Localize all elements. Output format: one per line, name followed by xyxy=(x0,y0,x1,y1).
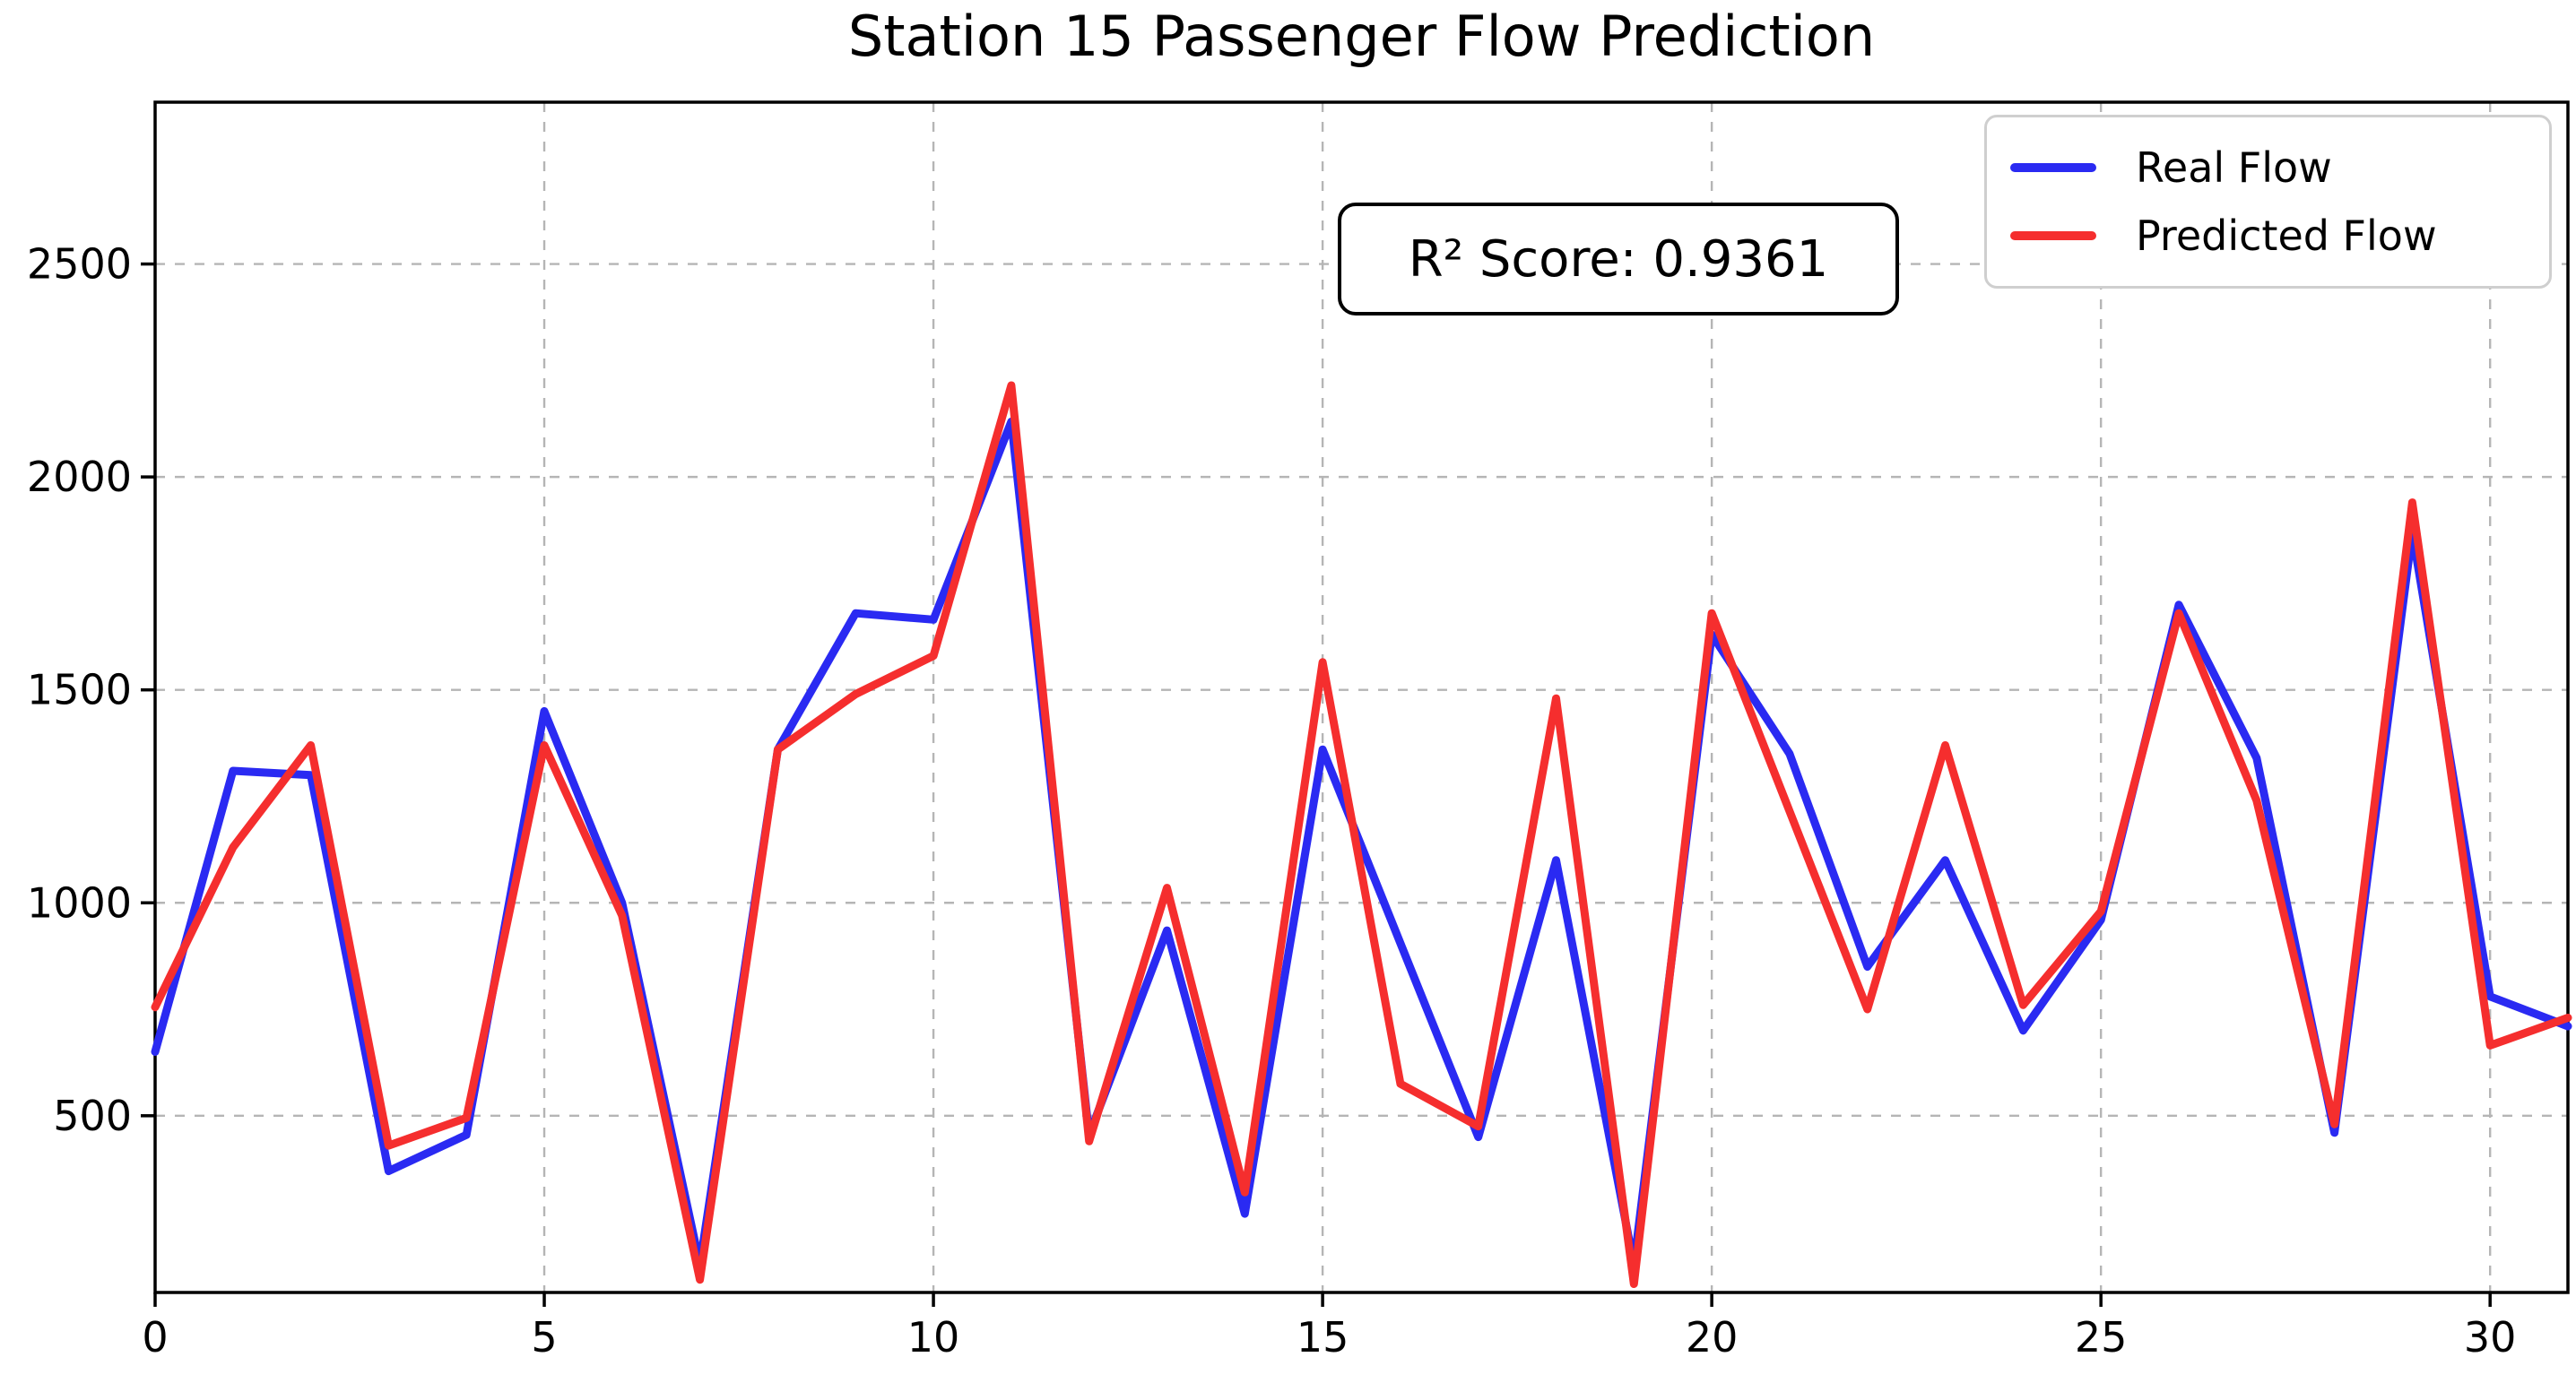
legend-entry-predicted-flow: Predicted Flow xyxy=(2010,212,2526,260)
y-tick-label: 1000 xyxy=(27,878,132,927)
predicted-flow-line-swatch xyxy=(2010,230,2096,240)
y-tick-label: 2500 xyxy=(27,240,132,289)
x-tick-label: 5 xyxy=(531,1313,557,1361)
legend-label-predicted-flow: Predicted Flow xyxy=(2136,211,2437,260)
legend-entry-real-flow: Real Flow xyxy=(2010,143,2526,192)
x-tick-label: 30 xyxy=(2464,1313,2517,1361)
y-tick-label: 2000 xyxy=(27,453,132,501)
real-flow-line-swatch xyxy=(2010,163,2096,173)
x-tick-label: 20 xyxy=(1686,1313,1739,1361)
x-tick-label: 25 xyxy=(2075,1313,2128,1361)
chart-title: Station 15 Passenger Flow Prediction xyxy=(847,4,1876,69)
x-tick-label: 0 xyxy=(142,1313,168,1361)
axes-frame xyxy=(153,100,2570,1294)
x-tick-label: 15 xyxy=(1297,1313,1349,1361)
real-flow-line xyxy=(151,417,2572,1269)
legend: Real Flow Predicted Flow xyxy=(1984,115,2552,289)
r2-score-annotation: R² Score: 0.9361 xyxy=(1338,203,1899,315)
y-tick-label: 1500 xyxy=(27,666,132,714)
predicted-flow-line xyxy=(151,381,2572,1288)
y-tick-label: 500 xyxy=(53,1092,132,1140)
legend-label-real-flow: Real Flow xyxy=(2136,143,2332,193)
x-tick-label: 10 xyxy=(907,1313,960,1361)
